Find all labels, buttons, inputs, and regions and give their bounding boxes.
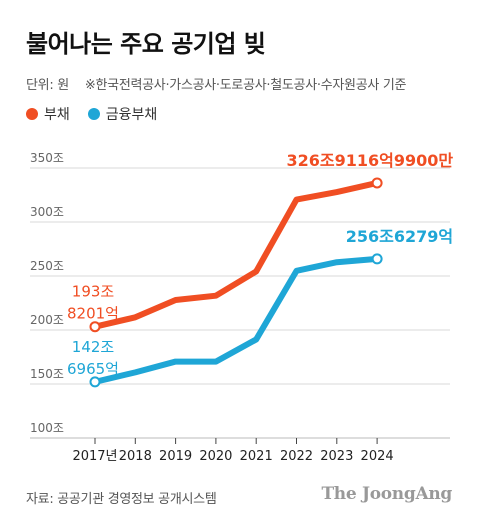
y-tick-label: 350조	[30, 151, 64, 165]
data-point	[89, 376, 101, 388]
y-tick-label: 200조	[30, 313, 64, 327]
legend-item-financial-debt: 금융부채	[87, 104, 158, 124]
start-value-label: 142조	[72, 338, 115, 356]
x-tick-label: 2023	[320, 449, 353, 464]
end-value-label: 256조6279억	[346, 227, 453, 246]
chart-title: 불어나는 주요 공기업 빚	[26, 30, 266, 58]
x-tick-label: 2024	[361, 449, 394, 464]
unit-label: 단위: 원	[26, 78, 69, 93]
x-tick-label: 2018	[119, 449, 152, 464]
legend-item-debt: 부채	[26, 104, 70, 124]
y-tick-label: 300조	[30, 205, 64, 219]
data-point	[371, 177, 383, 189]
publisher-logo: The JoongAng	[321, 484, 452, 504]
source-note: 자료: 공공기관 경영정보 공개시스템	[26, 492, 217, 507]
basis-note: ※한국전력공사·가스공사·도로공사·철도공사·수자원공사 기준	[84, 78, 407, 93]
series-line-financial-debt	[92, 255, 381, 385]
data-point	[89, 321, 101, 333]
y-tick-label: 150조	[30, 367, 64, 381]
end-value-label: 326조9116억9900만	[286, 151, 453, 170]
legend-dot-financial-debt	[87, 108, 100, 120]
start-value-label: 8201억	[67, 305, 119, 323]
x-tick-label: 2017년	[72, 449, 117, 464]
legend-label-financial-debt: 금융부채	[105, 107, 158, 123]
x-tick-label: 2020	[199, 449, 232, 464]
legend: 부채 금융부채	[26, 104, 175, 124]
series-line-debt	[92, 179, 381, 330]
x-tick-label: 2019	[159, 449, 192, 464]
x-tick-label: 2021	[240, 449, 273, 464]
y-tick-label: 100조	[30, 421, 64, 435]
start-value-label: 193조	[72, 283, 115, 301]
unit-note: 단위: 원 ※한국전력공사·가스공사·도로공사·철도공사·수자원공사 기준	[26, 74, 406, 93]
legend-dot-debt	[26, 108, 38, 120]
x-tick-label: 2022	[280, 449, 313, 464]
y-tick-label: 250조	[30, 259, 64, 273]
data-point	[371, 253, 383, 265]
legend-label-debt: 부채	[44, 107, 70, 123]
start-value-label: 6965억	[67, 360, 119, 378]
